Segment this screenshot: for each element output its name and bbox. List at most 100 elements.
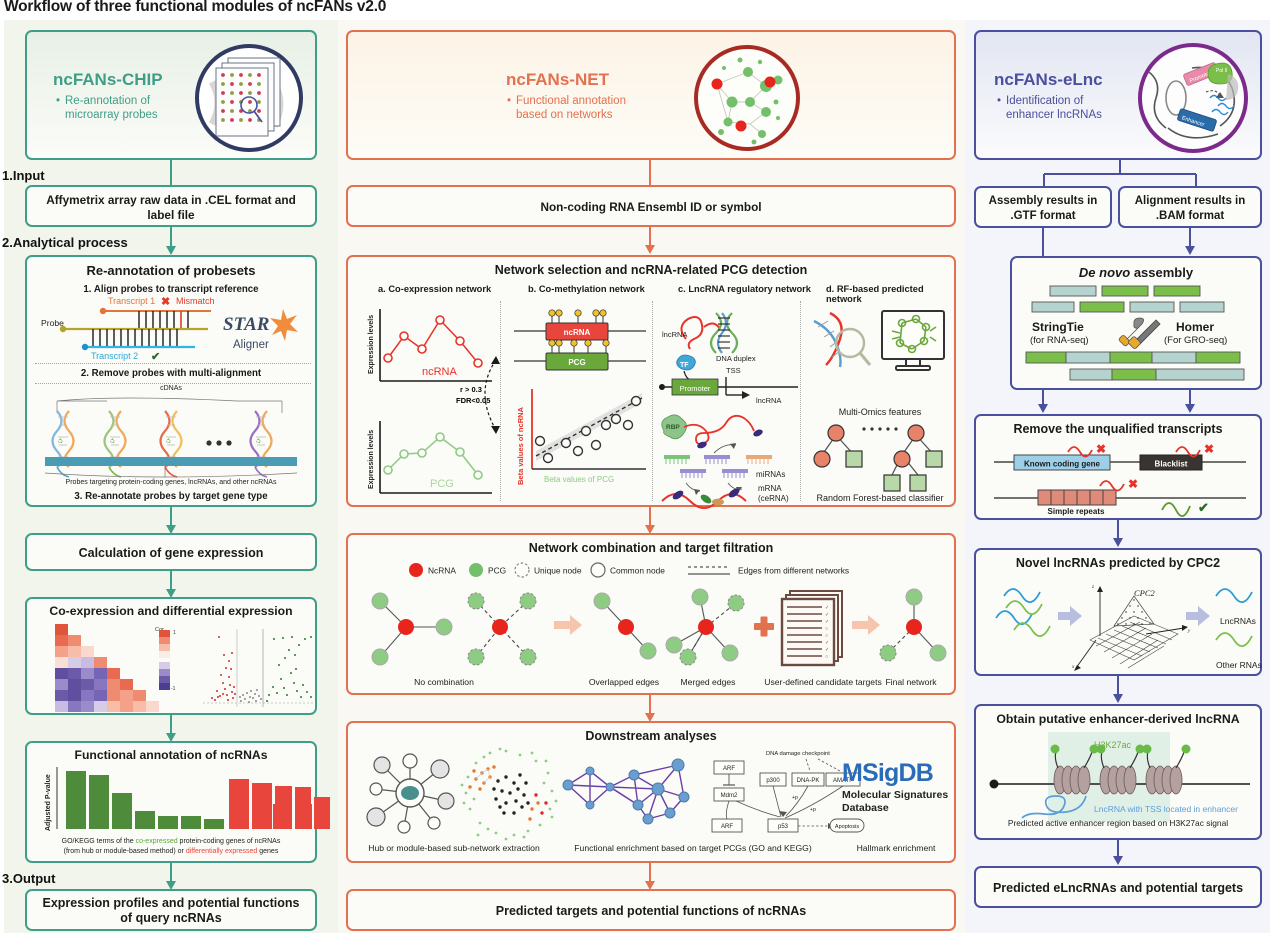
reannotation-step3: 3. Re-annotate probes by target gene typ…: [74, 491, 268, 502]
input-box-net: Non-coding RNA Ensembl ID or symbol: [346, 185, 956, 227]
functional-annotation-barchart: [56, 767, 292, 829]
netcomb-legend: NcRNA PCG Unique node Common node Edges …: [409, 562, 849, 578]
input-box-net-label: Non-coding RNA Ensembl ID or symbol: [540, 200, 762, 214]
msigdb-title: MSigDB: [842, 759, 934, 787]
connector-net-4: [645, 695, 655, 722]
netcomb-caption-4: Final network: [885, 677, 937, 687]
coexpression-pcg-plot: PCG: [379, 421, 492, 494]
svg-text:○: ○: [825, 626, 828, 632]
output-box-net-label: Predicted targets and potential function…: [495, 904, 807, 918]
netcomb-caption-2: Merged edges: [680, 677, 736, 687]
netsel-a-ncrna-label: ncRNA: [422, 366, 458, 378]
svg-text:x: x: [1071, 665, 1075, 670]
divider-1: [35, 363, 311, 364]
input-box-elnc-assembly-label: Assembly results in .GTF format: [988, 195, 1098, 222]
vdivider-3: [800, 301, 801, 501]
network-combination-panel: Network combination and target filtratio…: [346, 533, 956, 695]
svg-text:✓: ✓: [825, 619, 829, 625]
module-scatter-diagram: [460, 747, 558, 841]
module-bullet-net: Functional annotation based on networks: [507, 94, 656, 122]
calculation-box-label: Calculation of gene expression: [78, 546, 264, 560]
cpc2-panel: Novel lncRNAs predicted by CPC2: [974, 548, 1262, 676]
legend-label-unique: Unique node: [534, 566, 582, 576]
functional-annotation-title: Functional annotation of ncRNAs: [74, 748, 268, 762]
rf-multiomics-diagram: [813, 310, 945, 371]
svg-text:Transcript 2: Transcript 2: [91, 351, 138, 361]
stage-label-input: 1.Input: [2, 168, 45, 183]
input-box-elnc-alignment-label: Alignment results in .BAM format: [1134, 195, 1246, 222]
svg-text:miRNAs: miRNAs: [756, 470, 785, 479]
svg-text:TF: TF: [680, 362, 689, 369]
h3k27ac-label: H3K27ac: [1094, 740, 1132, 750]
netsel-b-xlabel: Beta values of PCG: [544, 475, 615, 484]
netsel-a-r-threshold: r > 0.3: [460, 385, 482, 394]
connector-net-1: [649, 160, 651, 186]
module-header-net: ncFANs-NET Functional annotation based o…: [346, 30, 956, 160]
column-ncfans-chip: ncFANs-CHIP Re-annotation of microarray …: [2, 20, 338, 933]
network-graph-icon: [694, 45, 800, 151]
simple-repeats-label: Simple repeats: [1048, 507, 1105, 516]
column-ncfans-elnc: ncFANs-eLnc Identification of enhancer l…: [966, 20, 1270, 933]
netsel-a-fdr-threshold: FDR<0.05: [456, 396, 491, 405]
remove-transcripts-panel: Remove the unqualified transcripts Known…: [974, 414, 1262, 520]
caption-text-2: protein-coding genes of ncRNAs: [177, 838, 281, 845]
svg-text:✔: ✔: [1198, 500, 1209, 515]
volcano-plot: [203, 629, 315, 707]
svg-text:TSS: TSS: [726, 366, 741, 375]
cdna-probes-diagram: [44, 397, 298, 478]
reannotation-step1: 1. Align probes to transcript reference: [83, 284, 259, 295]
input-box-chip-label: Affymetrix array raw data in .CEL format…: [46, 193, 296, 222]
connector-elnc-1: [1185, 228, 1195, 255]
functional-annotation-panel: Functional annotation of ncRNAs Adjusted…: [25, 741, 330, 863]
denovo-title: De novo assembly: [1012, 265, 1260, 280]
svg-text:Aligner: Aligner: [233, 339, 269, 351]
svg-text:○: ○: [825, 633, 828, 639]
blacklist-label: Blacklist: [1155, 460, 1188, 469]
legend-label-ncrna: NcRNA: [428, 566, 456, 576]
downstream-caption-3: Hallmark enrichment: [856, 843, 936, 853]
netcomb-caption-3: User-defined candidate targets: [764, 677, 882, 687]
svg-text:Pol II: Pol II: [1216, 68, 1227, 74]
output-box-chip-label: Expression profiles and potential functi…: [42, 896, 300, 925]
module-title-chip: ncFANs-CHIP: [53, 70, 163, 89]
svg-text:✖: ✖: [1128, 477, 1138, 491]
svg-text:DNA duplex: DNA duplex: [716, 354, 756, 363]
enrichment-network-diagram: [562, 758, 690, 825]
connector-elnc-3: [1113, 520, 1123, 547]
divider-2: [35, 383, 311, 384]
calculation-box: Calculation of gene expression: [25, 533, 317, 571]
connector-elnc-split: [1043, 160, 1197, 187]
svg-text:lncRNA: lncRNA: [756, 396, 781, 405]
connector-chip-2: [166, 227, 176, 255]
connector-elnc-4: [1113, 676, 1123, 703]
svg-text:Mismatch: Mismatch: [176, 296, 215, 306]
caption-diffexpr: differentially expressed: [185, 848, 258, 855]
pathway-p2: +p: [810, 807, 816, 813]
enhancer-lncrna-panel: Obtain putative enhancer-derived lncRNA …: [974, 704, 1262, 840]
downstream-caption-1: Hub or module-based sub-network extracti…: [368, 843, 540, 853]
barchart-extra: [273, 804, 312, 829]
network-selection-panel: Network selection and ncRNA-related PCG …: [346, 255, 956, 509]
svg-text:✓: ✓: [825, 647, 829, 653]
netcomb-diagram: ✓✓✓ ○○✓ ✓○: [371, 588, 947, 667]
svg-text:Promoter: Promoter: [680, 384, 711, 393]
netsel-a-title: a. Co-expression network: [378, 284, 492, 294]
network-combination-title: Network combination and target filtratio…: [528, 541, 774, 555]
svg-text:p53: p53: [778, 824, 789, 830]
output-box-elnc-label: Predicted eLncRNAs and potential targets: [992, 881, 1244, 895]
output-box-elnc: Predicted eLncRNAs and potential targets: [974, 866, 1262, 908]
svg-text:✖: ✖: [1096, 442, 1106, 456]
module-header-chip: ncFANs-CHIP Re-annotation of microarray …: [25, 30, 317, 160]
svg-text:mRNA: mRNA: [758, 484, 782, 493]
svg-text:ARF: ARF: [721, 824, 733, 830]
svg-text:-1: -1: [171, 686, 176, 692]
module-title-net: ncFANs-NET: [506, 70, 609, 89]
input-box-elnc-assembly: Assembly results in .GTF format: [974, 186, 1112, 228]
probes-target-caption: Probes targeting protein-coding genes, l…: [65, 479, 277, 486]
reannotation-title: Re-annotation of probesets: [86, 263, 256, 278]
column-ncfans-net: ncFANs-NET Functional annotation based o…: [338, 20, 966, 933]
msigdb-subtitle: Molecular Signatures Database: [842, 789, 949, 814]
denovo-title-rest: assembly: [1130, 265, 1194, 280]
svg-text:Apoptosis: Apoptosis: [835, 824, 859, 830]
downstream-caption-2: Functional enrichment based on target PC…: [574, 843, 812, 853]
